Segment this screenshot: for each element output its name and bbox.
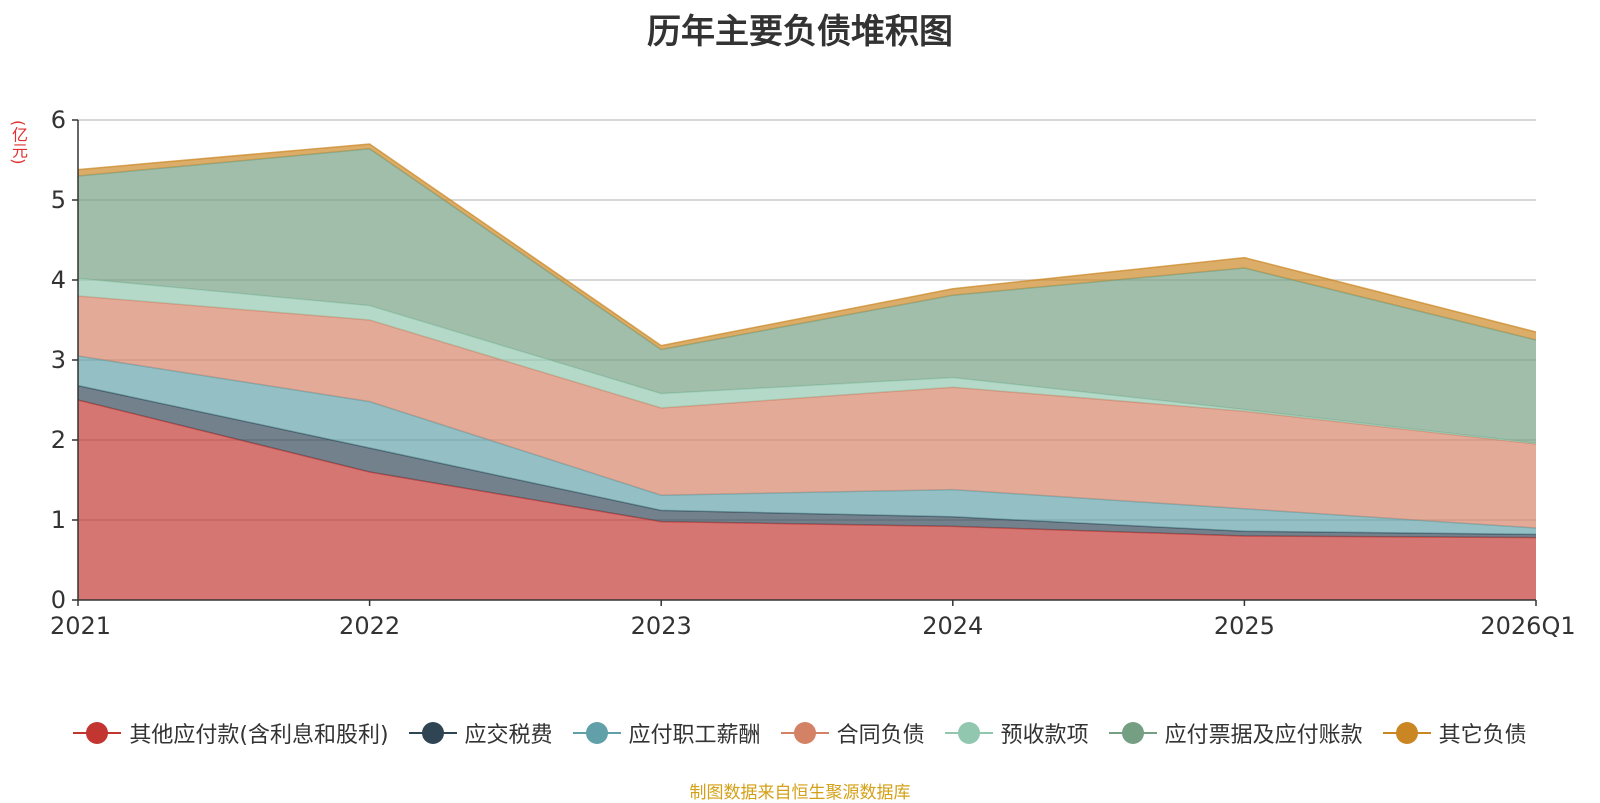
line-series-7: [77, 143, 1537, 347]
area-series-7: [78, 144, 1536, 350]
legend-swatch-icon: [572, 722, 621, 744]
area-series-2: [78, 385, 1536, 538]
legend-item-7[interactable]: 其它负债: [1382, 717, 1527, 749]
legend-label: 应交税费: [464, 723, 553, 748]
area-series-3: [78, 356, 1536, 535]
x-tick-label-4: 2024: [922, 612, 983, 640]
legend-label: 预收款项: [1000, 723, 1089, 748]
legend-swatch-icon: [408, 722, 457, 744]
legend-item-3[interactable]: 应付职工薪酬: [572, 717, 761, 749]
legend-dot-icon: [957, 722, 980, 744]
y-axis-unit-label: (亿元): [9, 120, 28, 165]
legend-swatch-icon: [1108, 722, 1157, 744]
legend-swatch-icon: [780, 722, 829, 744]
y-tick-label-6: 6: [51, 106, 66, 134]
x-tick-label-3: 2023: [631, 612, 692, 640]
legend-item-4[interactable]: 合同负债: [780, 717, 925, 749]
area-series-1: [78, 400, 1536, 600]
area-series-5: [78, 278, 1536, 444]
y-tick-label-5: 5: [51, 186, 66, 214]
area-series-4: [78, 296, 1536, 528]
area-series-6: [78, 148, 1536, 444]
legend-dot-icon: [1121, 722, 1144, 744]
x-tick-label-1: 2021: [50, 612, 111, 640]
legend-dot-icon: [421, 722, 444, 744]
legend-item-1[interactable]: 其他应付款(含利息和股利): [73, 717, 389, 749]
y-tick-label-0: 0: [51, 586, 66, 614]
x-tick-label-6: 2026Q1: [1480, 612, 1575, 640]
legend-label: 应付票据及应付账款: [1164, 723, 1363, 748]
chart-title: 历年主要负债堆积图: [647, 12, 953, 52]
legend-dot-icon: [1395, 722, 1418, 744]
legend-label: 应付职工薪酬: [628, 723, 761, 748]
y-tick-label-1: 1: [51, 506, 66, 534]
legend-label: 合同负债: [836, 723, 925, 748]
legend-item-6[interactable]: 应付票据及应付账款: [1108, 717, 1363, 749]
legend-swatch-icon: [944, 722, 993, 744]
y-tick-label-2: 2: [51, 426, 66, 454]
area-series-layer: [77, 143, 1537, 600]
legend-dot-icon: [585, 722, 608, 744]
legend: 其他应付款(含利息和股利) 应交税费 应付职工薪酬 合同负债 预收款项 应付票据及应付账款…: [0, 716, 1600, 750]
x-tick-label-5: 2025: [1214, 612, 1275, 640]
legend-item-2[interactable]: 应交税费: [408, 717, 553, 749]
legend-item-5[interactable]: 预收款项: [944, 717, 1089, 749]
axes: 0 1 2 3 4 5 6 2021 2022 2023 2024 2025 2026Q1: [50, 106, 1576, 640]
legend-label: 其它负债: [1438, 723, 1527, 748]
legend-swatch-icon: [1382, 722, 1431, 744]
legend-dot-icon: [86, 722, 109, 744]
source-note: 制图数据来自恒生聚源数据库: [689, 783, 911, 803]
x-tick-label-2: 2022: [339, 612, 400, 640]
legend-swatch-icon: [73, 722, 122, 744]
legend-dot-icon: [793, 722, 816, 744]
legend-label: 其他应付款(含利息和股利): [129, 723, 389, 748]
y-tick-label-3: 3: [51, 346, 66, 374]
y-tick-label-4: 4: [51, 266, 66, 294]
